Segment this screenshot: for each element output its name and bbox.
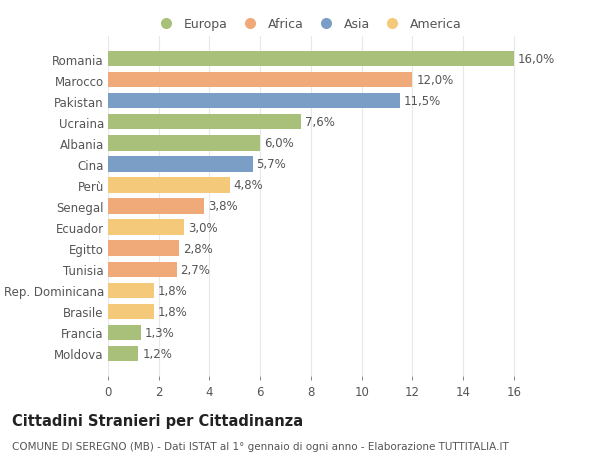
Text: 3,8%: 3,8% <box>208 200 238 213</box>
Legend: Europa, Africa, Asia, America: Europa, Africa, Asia, America <box>151 16 464 34</box>
Text: 5,7%: 5,7% <box>256 158 286 171</box>
Text: 1,8%: 1,8% <box>157 305 187 318</box>
Bar <box>108 262 176 277</box>
Text: 2,7%: 2,7% <box>181 263 210 276</box>
Bar <box>108 220 184 235</box>
Text: 1,8%: 1,8% <box>157 284 187 297</box>
Text: 7,6%: 7,6% <box>305 116 335 129</box>
Bar <box>108 325 141 340</box>
Text: 6,0%: 6,0% <box>264 137 294 150</box>
Bar <box>108 94 400 109</box>
Bar <box>108 199 205 214</box>
Text: 1,2%: 1,2% <box>142 347 172 360</box>
Text: 16,0%: 16,0% <box>518 53 555 66</box>
Text: 4,8%: 4,8% <box>233 179 263 192</box>
Text: COMUNE DI SEREGNO (MB) - Dati ISTAT al 1° gennaio di ogni anno - Elaborazione TU: COMUNE DI SEREGNO (MB) - Dati ISTAT al 1… <box>12 441 509 451</box>
Bar <box>108 157 253 172</box>
Bar <box>108 136 260 151</box>
Text: 2,8%: 2,8% <box>183 242 212 255</box>
Bar <box>108 241 179 256</box>
Bar <box>108 115 301 130</box>
Bar <box>108 178 230 193</box>
Bar <box>108 73 412 88</box>
Text: 1,3%: 1,3% <box>145 326 175 339</box>
Bar <box>108 52 514 67</box>
Text: 12,0%: 12,0% <box>416 74 454 87</box>
Bar <box>108 283 154 298</box>
Text: 11,5%: 11,5% <box>404 95 441 108</box>
Bar <box>108 346 139 361</box>
Text: Cittadini Stranieri per Cittadinanza: Cittadini Stranieri per Cittadinanza <box>12 413 303 428</box>
Bar <box>108 304 154 319</box>
Text: 3,0%: 3,0% <box>188 221 218 234</box>
